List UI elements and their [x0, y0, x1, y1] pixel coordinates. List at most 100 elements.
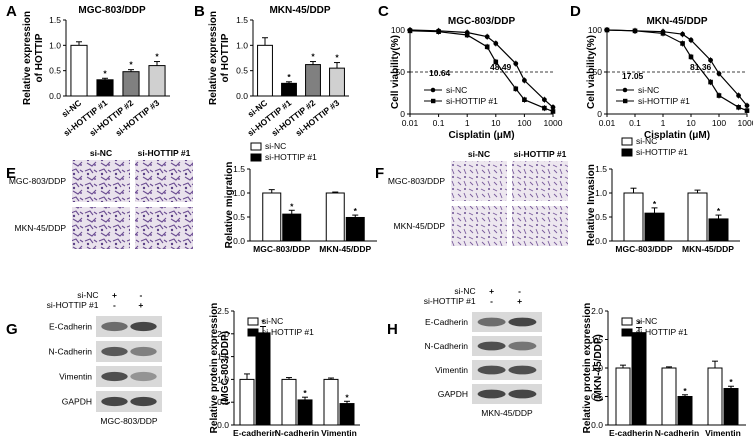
- blot-band: [130, 346, 157, 357]
- y-tick-label: 0.0: [217, 420, 229, 430]
- legend-label: si-NC: [265, 141, 286, 151]
- legend-label: si-HOTTIP #1: [638, 96, 690, 106]
- y-tick-label: 0.0: [595, 236, 607, 246]
- treatment-sign: +: [138, 300, 143, 310]
- x-tick-label: 0.1: [629, 118, 641, 128]
- legend-marker: [431, 98, 436, 104]
- x-category-label: N-cadherin: [655, 428, 699, 438]
- data-point: [744, 103, 750, 108]
- panel-title: MGC-803/DDP: [448, 16, 516, 27]
- treatment-sign: -: [139, 290, 142, 300]
- y-tick-label: 0.5: [595, 212, 607, 222]
- significance-mark: *: [290, 201, 294, 211]
- y-axis-label: Cell viability(%): [390, 35, 401, 109]
- y-axis-label: of HOTTIP: [220, 33, 231, 82]
- western-blot-G: si-NC + -si-HOTTIP #1- +E-CadherinN-Cadheri…: [47, 290, 162, 426]
- x-tick-label: 0.1: [433, 118, 445, 128]
- y-tick-label: 50: [396, 67, 406, 77]
- blot-strip: [96, 316, 162, 337]
- x-category-label: N-cadherin: [275, 428, 319, 438]
- y-tick-label: 50: [593, 67, 603, 77]
- bar-1: [96, 79, 114, 97]
- significance-mark: *: [129, 60, 133, 70]
- blot-band: [477, 365, 506, 375]
- micrograph-image: [512, 206, 568, 246]
- data-point: [493, 41, 499, 46]
- blot-band: [101, 396, 128, 407]
- x-tick-label: 0.01: [599, 118, 616, 128]
- treatment-label: si-HOTTIP #1: [47, 300, 99, 310]
- data-point: [680, 41, 685, 46]
- y-tick-label: 2.0: [217, 329, 229, 339]
- blot-strip: [96, 366, 162, 387]
- x-tick-label: 10: [491, 118, 501, 128]
- bar-1-1: [297, 399, 313, 426]
- y-tick-label: 0.0: [233, 236, 245, 246]
- data-point: [708, 79, 713, 85]
- bar-1-2: [339, 403, 355, 426]
- y-tick-label: 100: [391, 25, 405, 35]
- treatment-sign: +: [517, 296, 522, 306]
- micrograph-image: [72, 160, 130, 202]
- x-category-label: MKN-45/DDP: [319, 244, 371, 254]
- significance-mark: *: [287, 72, 291, 82]
- data-point: [407, 28, 413, 34]
- bar-0-2: [323, 378, 339, 426]
- column-label: si-NC: [468, 149, 490, 159]
- y-tick-label: 1.5: [236, 15, 248, 25]
- panel-letter-A: A: [6, 3, 17, 20]
- y-axis-label: (MKN-45/DDP): [593, 334, 604, 402]
- micrograph-image: [135, 160, 193, 202]
- data-point: [660, 31, 666, 36]
- treatment-sign: -: [113, 300, 116, 310]
- legend-label: si-NC: [446, 85, 467, 95]
- y-axis-label: Relative Invasion: [586, 164, 597, 246]
- x-tick-label: 100: [517, 118, 531, 128]
- blot-band: [130, 321, 157, 332]
- significance-mark: *: [335, 53, 339, 63]
- y-tick-label: 0.0: [236, 91, 248, 101]
- y-tick-label: 0.0: [591, 420, 603, 430]
- y-axis-label: Relative protein expression: [209, 303, 220, 434]
- significance-mark: *: [155, 52, 159, 62]
- band-label: N-Cadherin: [49, 347, 93, 357]
- y-tick-label: 1.0: [217, 374, 229, 384]
- legend-label: si-NC: [638, 85, 659, 95]
- bar-3: [148, 65, 166, 97]
- blot-band: [130, 371, 157, 382]
- micrograph-image: [451, 161, 507, 201]
- y-axis-label: Relative expression: [208, 11, 219, 105]
- treatment-label: si-NC: [454, 286, 475, 296]
- legend-swatch: [247, 328, 259, 337]
- bar-0: [70, 44, 88, 97]
- ic50-label: 81.36: [690, 62, 712, 72]
- row-label: MGC-803/DDP: [388, 176, 445, 186]
- row-label: MKN-45/DDP: [394, 221, 446, 231]
- blot-band: [101, 371, 128, 382]
- x-tick-label: 100: [712, 118, 726, 128]
- blot-band: [101, 321, 128, 332]
- micrographs-F: si-NC si-HOTTIP #1 MGC-803/DDP MKN-45/DDP: [388, 149, 568, 246]
- legend-label: si-HOTTIP #1: [636, 147, 688, 157]
- blot-band: [477, 341, 506, 351]
- bar-1-0: [644, 212, 665, 242]
- panel-letter-E: E: [6, 165, 16, 182]
- data-point: [436, 29, 441, 34]
- data-point: [716, 71, 722, 77]
- panel-C: 0 50 100 0.01 0.1 1 10 100 1000 10.64 48.49 si-NCsi…: [390, 16, 563, 141]
- x-tick-label: 0.01: [402, 118, 419, 128]
- y-tick-label: 0.5: [236, 66, 248, 76]
- x-category-label: Vimentin: [705, 428, 741, 438]
- treatment-sign: -: [490, 296, 493, 306]
- chart-G: 0.0 0.5 1.0 1.5 2.0 2.5 * E-cadherin * N-cadherin…: [209, 303, 360, 438]
- x-axis-label: Cisplatin (μM): [644, 130, 710, 141]
- x-tick-label: 1000: [544, 118, 563, 128]
- blot-strip: [96, 341, 162, 362]
- blot-band: [101, 346, 128, 357]
- x-tick-label: 1: [465, 118, 470, 128]
- legend-swatch: [621, 148, 633, 157]
- legend-label: si-HOTTIP #1: [446, 96, 498, 106]
- data-point: [541, 97, 547, 103]
- y-axis-label: Relative protein expression: [582, 303, 593, 434]
